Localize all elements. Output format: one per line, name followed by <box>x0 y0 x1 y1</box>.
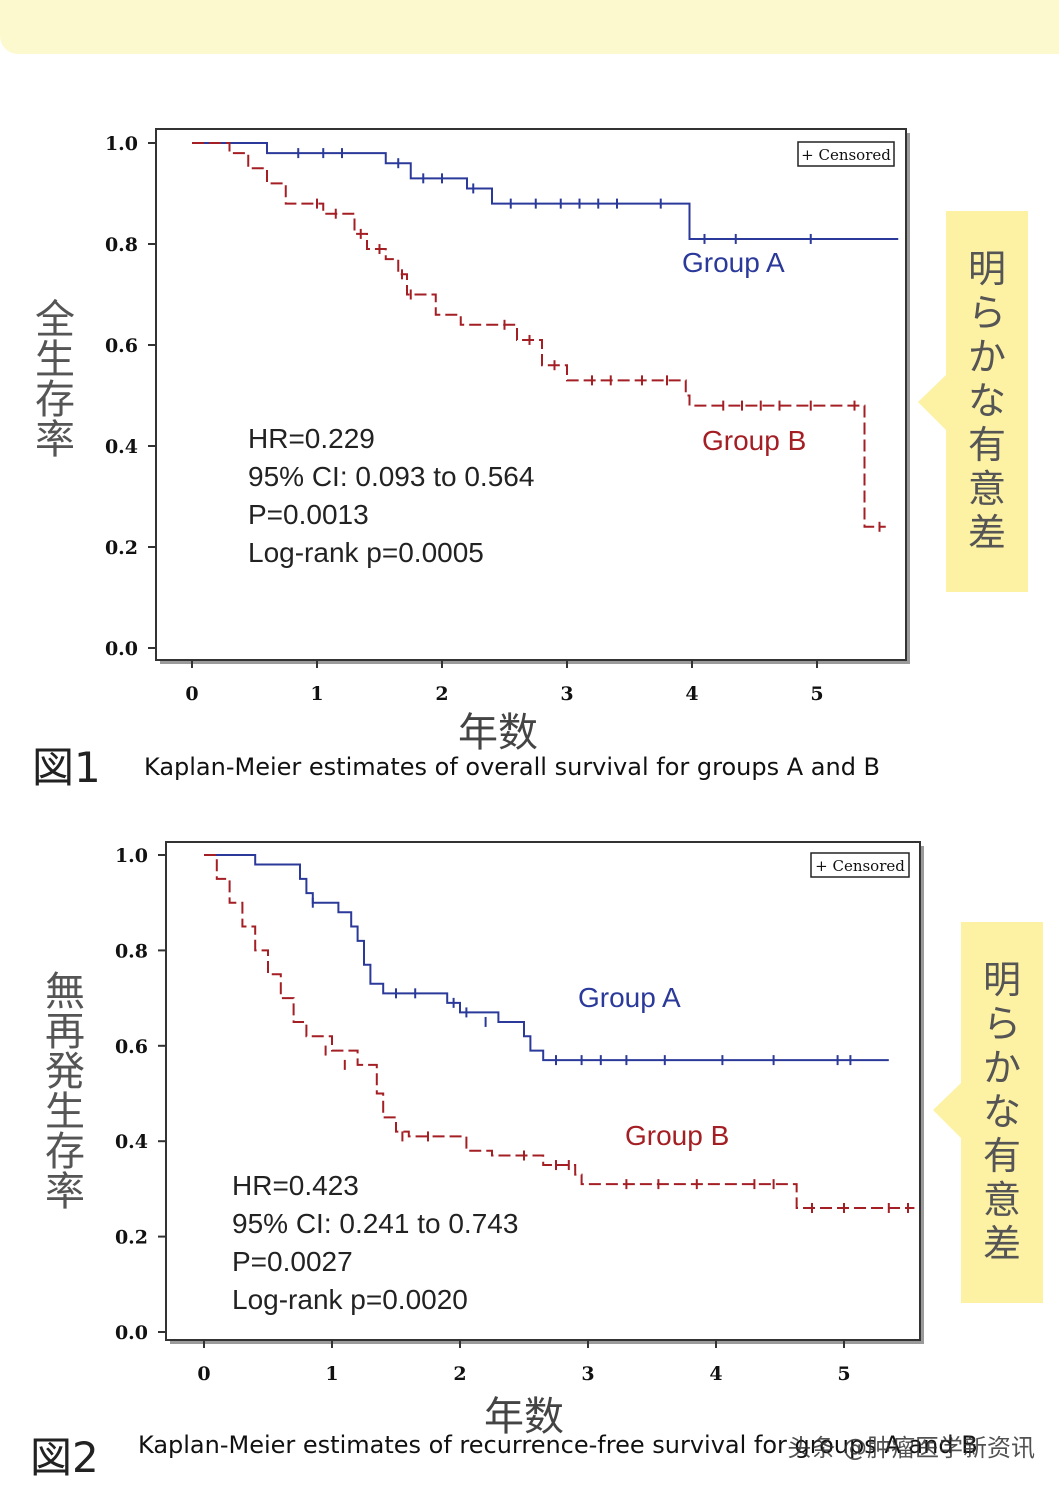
x-axis-label: 年数 <box>458 710 538 756</box>
stat-line: 95% CI: 0.241 to 0.743 <box>232 1208 518 1239</box>
x-tick-label: 5 <box>810 683 823 705</box>
legend-censored: + Censored <box>815 857 905 875</box>
stat-line: Log-rank p=0.0005 <box>248 537 484 568</box>
figure-caption: Kaplan-Meier estimates of recurrence-fre… <box>138 1431 978 1459</box>
group-a-label: Group A <box>578 982 681 1013</box>
group-b-survival-curve <box>204 854 915 1209</box>
figure-1: 全生存率 0.0 0.2 0.4 0.6 0.8 1.0 0 1 2 3 4 5 + Censored G… <box>32 128 1028 792</box>
y-axis-label: 全生存率 <box>35 297 75 463</box>
plot-frame <box>165 841 921 1341</box>
x-tick-label: 3 <box>560 683 573 705</box>
legend-box <box>810 852 910 878</box>
y-tick-label: 1.0 <box>115 845 148 867</box>
top-banner <box>0 0 1059 54</box>
stat-line: 95% CI: 0.093 to 0.564 <box>248 461 534 492</box>
y-axis-label: 無再発生存率 <box>45 969 85 1215</box>
y-tick-label: 0.0 <box>115 1322 148 1344</box>
x-tick-label: 1 <box>325 1363 338 1385</box>
watermark: 头条 @肿瘤医学新资讯 <box>787 1434 1035 1462</box>
x-tick-label: 0 <box>185 683 198 705</box>
legend-censored: + Censored <box>801 146 891 164</box>
group-b-label: Group B <box>702 425 806 456</box>
stat-line: Log-rank p=0.0020 <box>232 1284 468 1315</box>
plot-frame <box>155 128 907 661</box>
x-tick-label: 0 <box>197 1363 210 1385</box>
y-tick-label: 0.8 <box>105 234 138 256</box>
figure-number: 図2 <box>30 1433 99 1482</box>
group-a-survival-curve <box>192 142 899 240</box>
significance-callout: 明らかな有意差 <box>946 211 1028 592</box>
km-chart-overall-survival: 0.0 0.2 0.4 0.6 0.8 1.0 0 1 2 3 4 5 + Censored Group … <box>105 128 946 705</box>
x-tick-label: 5 <box>837 1363 850 1385</box>
callout-pointer <box>918 375 946 430</box>
y-tick-label: 0.8 <box>115 940 148 962</box>
group-b-survival-curve <box>192 142 886 528</box>
legend-box <box>797 141 895 167</box>
stat-line: P=0.0027 <box>232 1246 353 1277</box>
x-tick-label: 4 <box>685 683 698 705</box>
y-tick-label: 0.0 <box>105 638 138 660</box>
stat-line: P=0.0013 <box>248 499 369 530</box>
x-tick-label: 2 <box>435 683 448 705</box>
x-tick-label: 3 <box>581 1363 594 1385</box>
group-a-label: Group A <box>682 247 785 278</box>
y-tick-label: 1.0 <box>105 133 138 155</box>
significance-callout: 明らかな有意差 <box>961 922 1043 1303</box>
y-tick-label: 0.6 <box>105 335 138 357</box>
y-tick-label: 0.2 <box>105 537 138 559</box>
callout-pointer <box>933 1083 961 1138</box>
y-tick-label: 0.4 <box>115 1131 148 1153</box>
y-tick-label: 0.6 <box>115 1036 148 1058</box>
x-tick-label: 4 <box>709 1363 722 1385</box>
y-tick-label: 0.2 <box>115 1227 148 1249</box>
figure-number: 図1 <box>32 743 101 792</box>
y-tick-label: 0.4 <box>105 436 138 458</box>
figure-caption: Kaplan-Meier estimates of overall surviv… <box>144 753 881 781</box>
stat-line: HR=0.423 <box>232 1170 359 1201</box>
callout-text: 明らかな有意差 <box>967 247 1006 555</box>
stat-line: HR=0.229 <box>248 423 375 454</box>
group-a-survival-curve <box>204 854 889 1062</box>
x-tick-label: 1 <box>310 683 323 705</box>
group-b-label: Group B <box>625 1120 729 1151</box>
x-tick-label: 2 <box>453 1363 466 1385</box>
callout-text: 明らかな有意差 <box>982 958 1021 1266</box>
x-axis-label: 年数 <box>484 1394 564 1440</box>
